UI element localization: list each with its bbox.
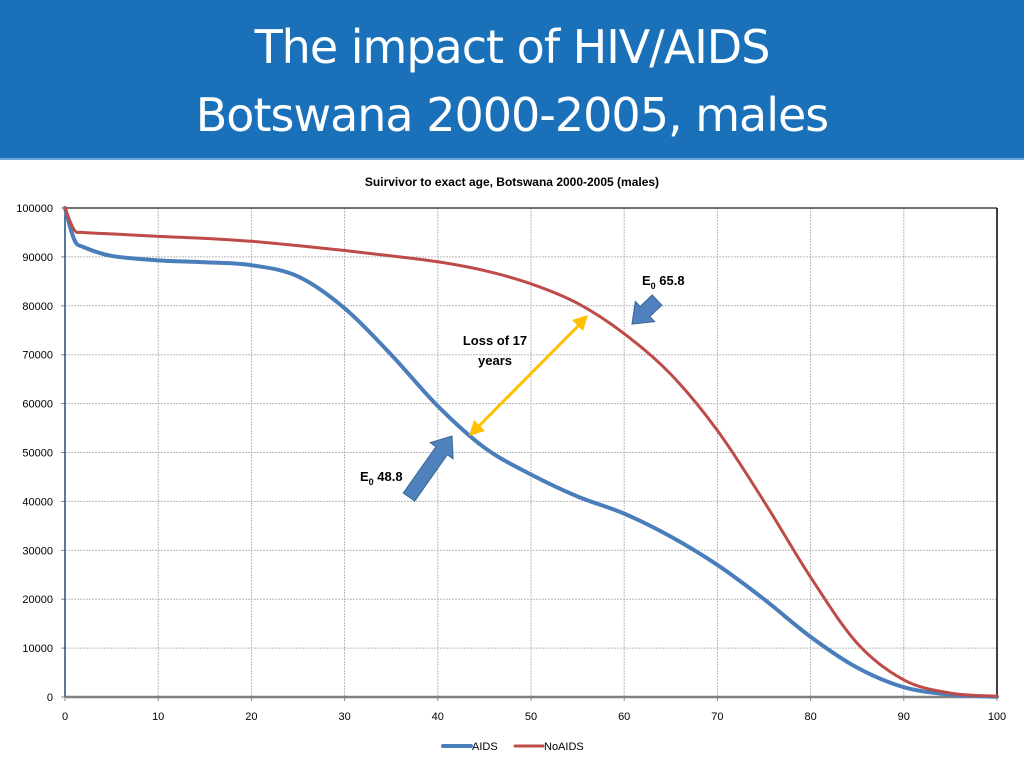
e0-aids-arrow [402,435,454,502]
x-tick-label: 10 [152,711,164,723]
y-tick-label: 0 [47,692,53,704]
y-tick-label: 90000 [22,252,53,264]
y-tick-label: 40000 [22,496,53,508]
loss-label-line1: Loss of 17 [463,333,527,348]
y-tick-label: 10000 [22,643,53,655]
y-tick-label: 70000 [22,350,53,362]
loss-arrow-head-bottom [469,420,485,436]
header-divider [0,158,1024,160]
y-tick-label: 60000 [22,399,53,411]
x-tick-label: 40 [432,711,444,723]
series-line-aids [63,206,999,699]
x-tick-label: 70 [711,711,723,723]
e0-noaids-label: E0 65.8 [642,273,685,291]
loss-arrow-head-top [572,315,588,331]
x-tick-label: 30 [338,711,350,723]
e0-aids-label: E0 48.8 [360,469,403,487]
y-tick-label: 50000 [22,448,53,460]
legend: AIDS NoAIDS [441,741,584,753]
series-lines [63,206,999,699]
y-tick-label: 80000 [22,301,53,313]
legend-label-aids: AIDS [472,741,498,753]
x-tick-label: 100 [988,711,1006,723]
x-tick-label: 50 [525,711,537,723]
grid [65,207,997,697]
axes: 0 10000 20000 30000 40000 50000 60000 70000 8000… [16,203,1006,723]
slide-title-line2: Botswana 2000-2005, males [195,88,830,142]
chart-title: Suirvivor to exact age, Botswana 2000-20… [365,175,659,189]
x-tick-label: 60 [618,711,630,723]
y-tick-label: 20000 [22,594,53,606]
x-tick-label: 20 [245,711,257,723]
annotations: E0 65.8 E0 48.8 Loss of 17 years [360,273,685,502]
y-tick-label: 30000 [22,545,53,557]
loss-label-line2: years [478,353,512,368]
y-tick-label: 100000 [16,203,53,215]
x-tick-label: 80 [804,711,816,723]
legend-label-noaids: NoAIDS [544,741,584,753]
series-line-noaids [63,206,999,698]
loss-arrow-shaft [471,317,587,434]
slide-header [0,0,1024,158]
e0-noaids-arrow [631,294,663,325]
x-tick-label: 90 [898,711,910,723]
x-tick-label: 0 [62,711,68,723]
slide-title-line1: The impact of HIV/AIDS [254,20,771,74]
survival-chart: Suirvivor to exact age, Botswana 2000-20… [16,175,1006,753]
